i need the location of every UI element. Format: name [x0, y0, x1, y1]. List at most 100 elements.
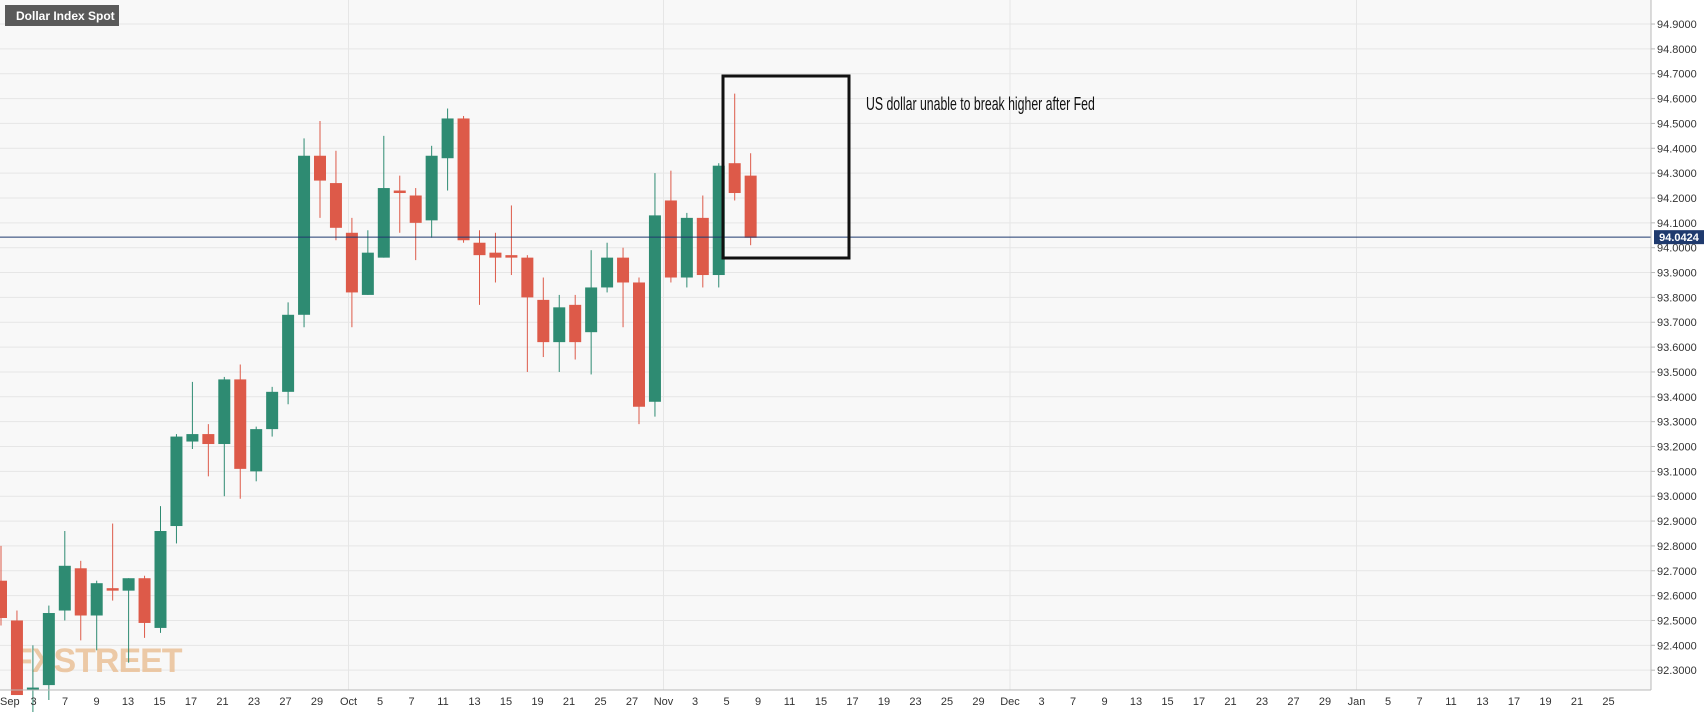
x-tick-label: 7: [1416, 696, 1422, 708]
candle-body: [680, 217, 693, 278]
candle-body: [329, 183, 342, 228]
candle-body: [74, 568, 87, 616]
candle: [425, 145, 438, 238]
x-tick-label: 15: [500, 696, 512, 708]
x-tick-label: 7: [408, 696, 414, 708]
candle-body: [569, 304, 582, 343]
x-axis-labels: Sep 3 7 9 13 15 17 21 23 27 29 Oct 5 7 11 13 15 19 21 25 27 N…: [0, 696, 1615, 708]
x-tick-label: 11: [437, 696, 448, 708]
candle: [106, 523, 119, 601]
candle: [361, 230, 374, 295]
x-tick-label: 17: [1508, 696, 1520, 708]
candle-body: [122, 578, 135, 591]
candle: [585, 250, 598, 375]
x-tick-label: 17: [1193, 696, 1205, 708]
x-tick-label: 21: [563, 696, 575, 708]
candle-body: [425, 155, 438, 221]
x-tick-label: 29: [972, 696, 984, 708]
annotation-text: US dollar unable to break higher after F…: [866, 95, 1095, 115]
candle: [569, 294, 582, 360]
candle: [0, 545, 7, 626]
candle: [42, 605, 55, 700]
x-tick-label: 27: [626, 696, 638, 708]
candle-body: [617, 257, 630, 283]
candle: [473, 230, 486, 305]
candle: [90, 580, 103, 651]
y-tick-label: 93.0000: [1657, 491, 1697, 503]
y-tick-label: 92.3000: [1657, 665, 1697, 677]
x-tick-label: 25: [594, 696, 606, 708]
x-tick-label: 19: [878, 696, 890, 708]
y-tick-label: 94.1000: [1657, 218, 1697, 230]
candle-body: [186, 434, 199, 442]
candle-body: [393, 190, 406, 194]
candle-body: [409, 195, 422, 223]
candle-body: [26, 687, 39, 691]
candle-body: [58, 565, 71, 611]
x-tick-label: 19: [1539, 696, 1551, 708]
candle: [537, 277, 550, 358]
y-tick-label: 93.9000: [1657, 268, 1697, 280]
candle-body: [298, 155, 311, 315]
x-tick-label: 9: [1101, 696, 1107, 708]
y-tick-label: 94.8000: [1657, 44, 1697, 56]
y-tick-label: 92.5000: [1657, 615, 1697, 627]
candle: [633, 277, 645, 425]
candle-body: [202, 434, 215, 445]
candle-body: [90, 583, 103, 616]
y-tick-label: 94.7000: [1657, 69, 1697, 81]
x-tick-label: 7: [1070, 696, 1076, 708]
y-tick-label: 93.8000: [1657, 292, 1697, 304]
y-tick-label: 94.9000: [1657, 19, 1697, 31]
x-tick-label: 15: [815, 696, 827, 708]
x-tick-label: 25: [1602, 696, 1614, 708]
candle: [441, 108, 454, 191]
candle: [58, 531, 71, 621]
candle: [122, 578, 135, 663]
y-tick-label: 92.4000: [1657, 640, 1697, 652]
candle: [10, 610, 23, 696]
candle: [664, 170, 677, 283]
candle: [282, 302, 295, 405]
candle-body: [218, 379, 231, 445]
y-tick-label: 92.8000: [1657, 541, 1697, 553]
x-tick-label: Sep: [0, 696, 20, 708]
y-tick-label: 93.7000: [1657, 317, 1697, 329]
x-tick-label: Nov: [654, 696, 674, 708]
candle: [298, 138, 311, 328]
candle-body: [154, 531, 167, 628]
candle-body: [585, 287, 598, 333]
x-tick-label: 7: [62, 696, 68, 708]
candle-body: [361, 252, 374, 295]
candle-body: [473, 242, 486, 256]
y-axis-labels: 94.9000 94.8000 94.7000 94.6000 94.5000 94.40…: [1651, 19, 1697, 677]
candle-body: [633, 282, 645, 407]
last-price-badge: 94.0424: [1654, 230, 1704, 245]
symbol-label-text: Dollar Index Spot: [16, 9, 115, 23]
candle-body: [138, 578, 151, 623]
x-tick-label: Oct: [340, 696, 357, 708]
candle-body: [377, 188, 390, 258]
candle-body: [664, 200, 677, 278]
y-tick-label: 93.2000: [1657, 442, 1697, 454]
candle-body: [601, 257, 614, 288]
y-tick-label: 93.4000: [1657, 392, 1697, 404]
y-tick-label: 94.4000: [1657, 143, 1697, 155]
x-tick-label: 9: [755, 696, 761, 708]
y-tick-label: 94.5000: [1657, 118, 1697, 130]
candle-body: [537, 299, 550, 343]
candle-body: [696, 217, 709, 276]
y-tick-label: 92.6000: [1657, 591, 1697, 603]
candle-body: [42, 613, 55, 686]
x-tick-label: 21: [216, 696, 228, 708]
candle: [345, 217, 358, 328]
x-tick-label: 13: [122, 696, 134, 708]
x-tick-label: 3: [1038, 696, 1044, 708]
x-tick-label: 15: [153, 696, 165, 708]
candle-body: [441, 118, 454, 159]
candle: [457, 115, 470, 243]
candle-body: [0, 580, 7, 618]
candle-body: [648, 215, 661, 402]
candle: [648, 173, 661, 417]
